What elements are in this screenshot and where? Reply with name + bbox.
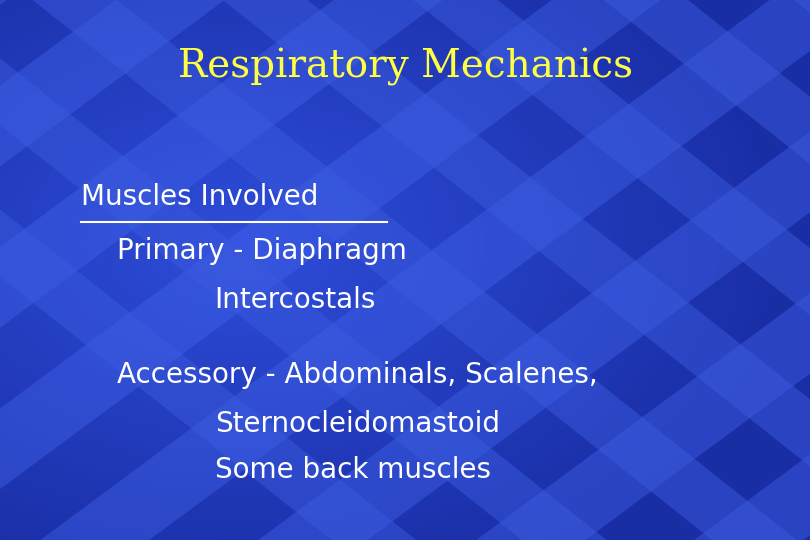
Text: Intercostals: Intercostals — [215, 286, 376, 314]
Polygon shape — [364, 0, 810, 540]
Text: Sternocleidomastoid: Sternocleidomastoid — [215, 410, 500, 438]
Text: Respiratory Mechanics: Respiratory Mechanics — [177, 49, 633, 86]
Text: Primary - Diaphragm: Primary - Diaphragm — [117, 237, 407, 265]
Polygon shape — [28, 0, 810, 540]
Polygon shape — [140, 0, 810, 540]
Polygon shape — [252, 0, 810, 540]
Text: Some back muscles: Some back muscles — [215, 456, 491, 484]
Polygon shape — [0, 0, 586, 531]
Text: Accessory - Abdominals, Scalenes,: Accessory - Abdominals, Scalenes, — [117, 361, 599, 389]
Polygon shape — [0, 0, 706, 540]
Text: Muscles Involved: Muscles Involved — [81, 183, 318, 211]
